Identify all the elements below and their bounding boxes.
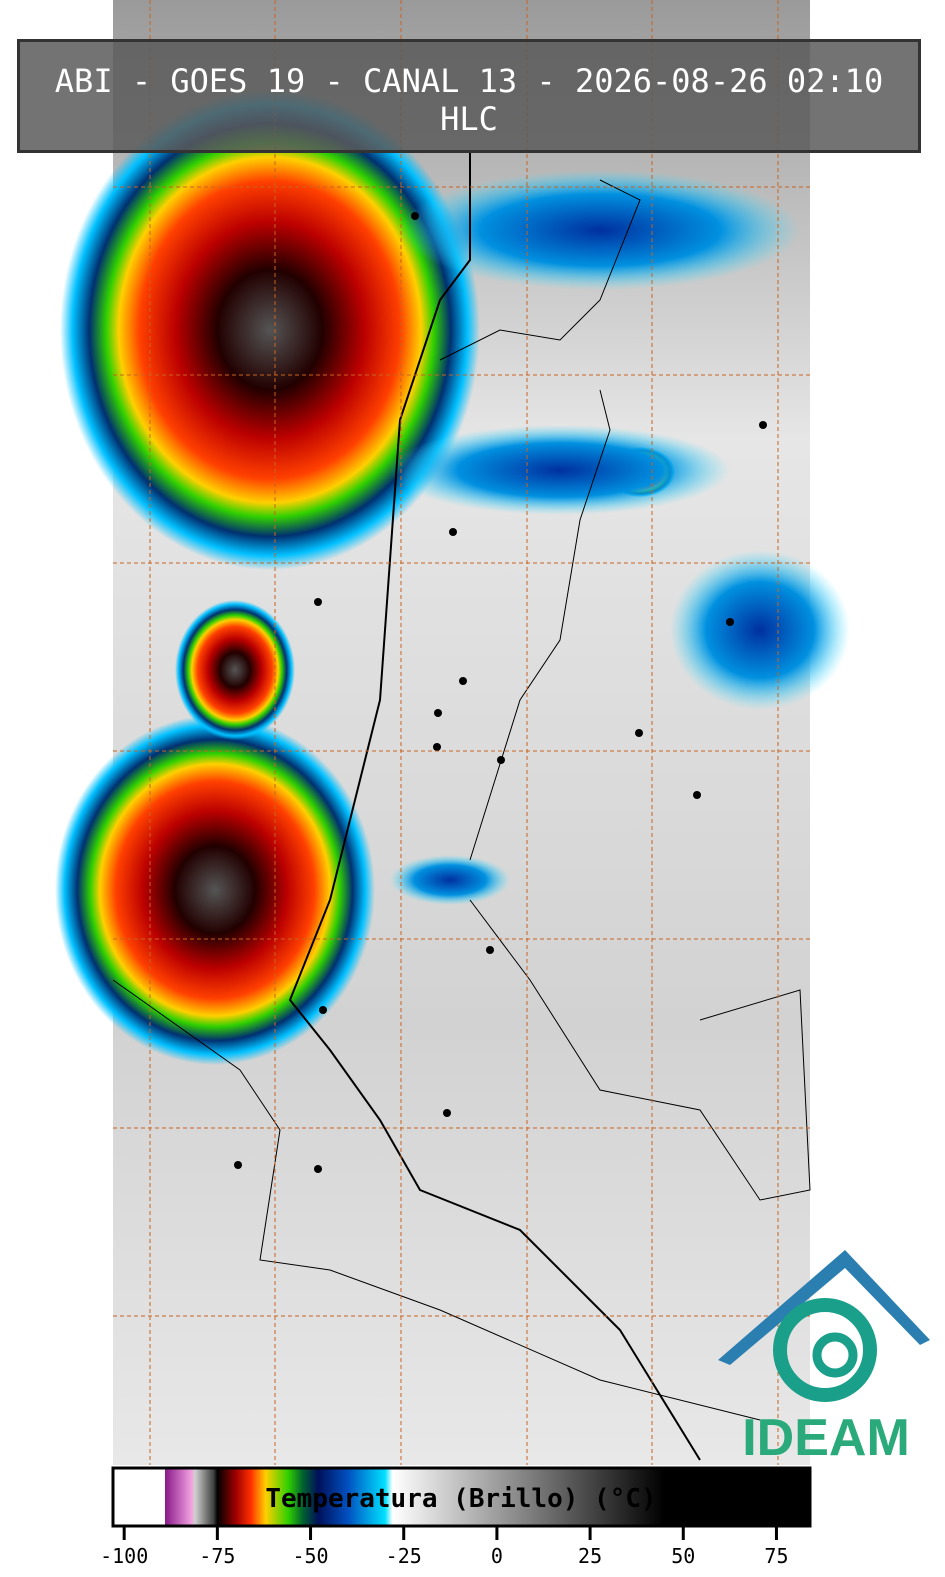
city [314,1165,322,1173]
cloud [390,855,510,905]
city [234,1161,242,1169]
tick-label: -100 [100,1544,148,1568]
city [449,528,457,536]
cloud [55,715,375,1065]
cloud [60,90,480,570]
tick-label: 75 [764,1544,788,1568]
city-markers [234,212,767,1173]
city [693,791,701,799]
city [411,212,419,220]
colorbar-label: Temperatura (Brillo) (°C) [265,1484,656,1514]
border [288,150,701,1461]
city [497,756,505,764]
city [486,946,494,954]
tick-label: -50 [292,1544,328,1568]
colorbar-bar [111,1466,812,1528]
city [314,598,322,606]
logo-swirl [773,1298,877,1402]
city [433,743,441,751]
border [112,179,811,1421]
city [759,421,767,429]
tick-label: -25 [386,1544,422,1568]
cloud [400,170,800,290]
city [443,1109,451,1117]
graticule [113,0,810,1465]
city [726,618,734,626]
title: ABI - GOES 19 - CANAL 13 - 2026-08-26 02… [17,39,921,153]
city [635,729,643,737]
city [459,677,467,685]
logo-roof [718,1250,930,1365]
cloud [670,550,850,710]
colorbar: Temperatura (Brillo) (°C) -100 -75 -50 -25 0… [100,1466,812,1568]
city [434,709,442,717]
tick-label: 0 [491,1544,503,1568]
tick-label: 25 [578,1544,602,1568]
city [319,1006,327,1014]
cloud [390,425,730,515]
satellite-image [55,0,850,1465]
logo-swirl [812,1332,858,1378]
logo: IDEAM [718,1250,930,1467]
cloud [175,600,295,740]
logo-text: IDEAM [742,1409,910,1467]
tick-label: 50 [671,1544,695,1568]
tick-label: -75 [199,1544,235,1568]
